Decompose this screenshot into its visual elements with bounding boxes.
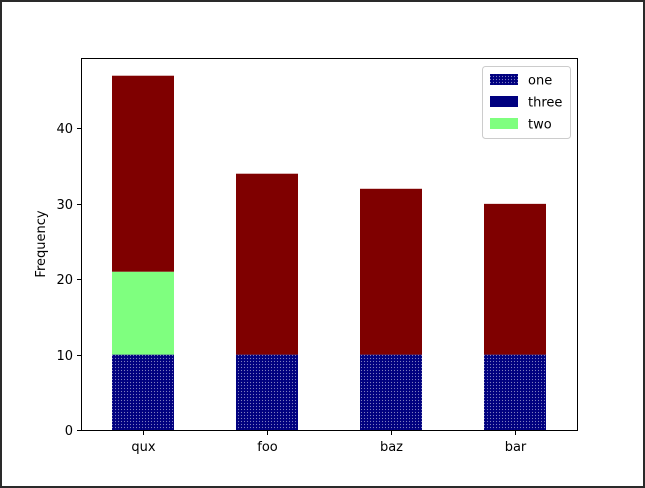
bar-qux-three	[112, 75, 174, 272]
y-axis-label: Frequency	[34, 210, 49, 277]
y-tick-label: 10	[56, 349, 73, 364]
bar-foo-one	[236, 354, 298, 430]
bar-qux-one	[112, 354, 174, 430]
y-tick-label: 40	[56, 122, 73, 137]
y-tick-label: 0	[65, 424, 73, 439]
bar-qux-two	[112, 271, 174, 355]
axes-frame	[81, 58, 578, 431]
bar-foo-three	[236, 173, 298, 355]
legend: one three two	[482, 66, 571, 139]
bar-baz-three	[360, 188, 422, 355]
legend-label: two	[528, 118, 552, 133]
x-tick-label: bar	[505, 440, 527, 455]
legend-label: three	[528, 96, 562, 111]
y-axis: 0 10 20 30 40	[56, 122, 81, 439]
x-tick-label: qux	[131, 440, 155, 455]
legend-label: one	[528, 74, 552, 89]
y-tick-label: 30	[56, 198, 73, 213]
y-tick-label: 20	[56, 273, 73, 288]
bar-baz-one	[360, 354, 422, 430]
x-tick-label: foo	[257, 440, 278, 455]
legend-swatch-three	[490, 96, 518, 107]
legend-swatch-one	[490, 74, 518, 85]
bar-bar-one	[484, 354, 546, 430]
bar-bar-three	[484, 203, 546, 355]
bars-group	[112, 75, 546, 430]
legend-swatch-two	[490, 118, 518, 129]
x-tick-label: baz	[380, 440, 403, 455]
x-axis: qux foo baz bar	[131, 431, 527, 455]
